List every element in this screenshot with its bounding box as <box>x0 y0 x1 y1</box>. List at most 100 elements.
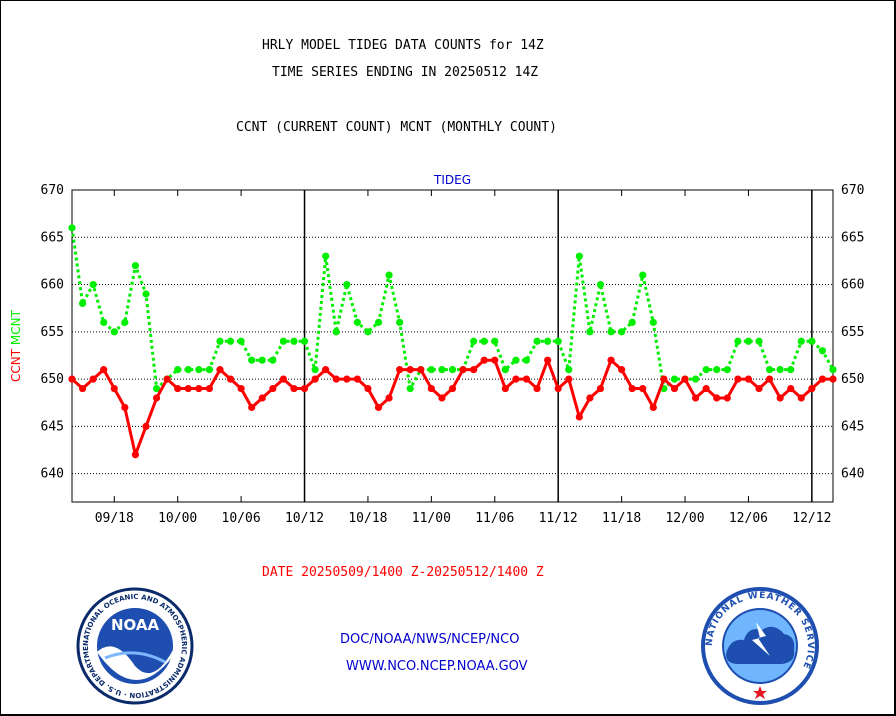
point-mcnt <box>406 384 414 393</box>
y-axis-label-ccnt: CCNT <box>9 348 23 382</box>
point-ccnt <box>565 375 573 383</box>
point-mcnt <box>364 328 372 336</box>
point-mcnt <box>121 318 129 326</box>
point-mcnt <box>776 366 784 374</box>
point-ccnt <box>438 394 446 402</box>
point-ccnt <box>322 366 330 374</box>
point-ccnt <box>258 394 266 402</box>
y-tick-label-left-670: 670 <box>41 183 64 198</box>
point-ccnt <box>248 403 256 412</box>
point-mcnt <box>491 337 499 345</box>
point-mcnt <box>226 337 235 345</box>
point-ccnt <box>163 375 171 383</box>
point-ccnt <box>459 366 467 374</box>
point-mcnt <box>649 318 657 326</box>
point-ccnt <box>554 384 562 393</box>
point-mcnt <box>68 224 76 232</box>
x-tick-label-10-00: 10/00 <box>158 511 197 526</box>
point-mcnt <box>554 337 562 345</box>
point-mcnt <box>131 262 140 270</box>
point-mcnt <box>596 280 605 289</box>
point-mcnt <box>374 318 383 326</box>
point-ccnt <box>787 384 795 393</box>
point-ccnt <box>406 366 414 374</box>
point-ccnt <box>491 356 499 364</box>
point-ccnt <box>78 384 87 393</box>
point-ccnt <box>808 384 816 393</box>
point-mcnt <box>470 337 478 345</box>
point-mcnt <box>618 328 626 336</box>
point-ccnt <box>448 384 457 393</box>
point-mcnt <box>723 366 731 374</box>
chart-title-line-1: HRLY MODEL TIDEG DATA COUNTS for 14Z <box>262 38 544 53</box>
point-mcnt <box>237 337 245 345</box>
y-tick-label-left-665: 665 <box>41 230 64 245</box>
point-ccnt <box>586 394 594 402</box>
x-tick-label-10-06: 10/06 <box>222 511 261 526</box>
point-ccnt <box>184 384 192 393</box>
point-ccnt <box>290 384 298 393</box>
y-tick-label-left-660: 660 <box>41 278 64 293</box>
point-mcnt <box>290 337 298 345</box>
point-ccnt <box>670 384 679 393</box>
point-mcnt <box>248 356 256 364</box>
website-link[interactable]: WWW.NCO.NCEP.NOAA.GOV <box>346 659 528 674</box>
point-ccnt <box>522 375 531 383</box>
point-ccnt <box>427 384 435 393</box>
point-ccnt <box>226 375 235 383</box>
series-line-mcnt <box>70 227 835 390</box>
point-mcnt <box>89 280 97 289</box>
point-mcnt <box>544 337 552 345</box>
point-mcnt <box>269 356 277 364</box>
point-ccnt <box>723 394 731 402</box>
point-ccnt <box>269 384 277 393</box>
point-mcnt <box>152 384 161 393</box>
y-tick-label-right-640: 640 <box>841 467 864 482</box>
point-mcnt <box>322 252 330 260</box>
y-tick-label-right-670: 670 <box>841 183 864 198</box>
point-mcnt <box>713 366 721 374</box>
x-tick-label-12-00: 12/00 <box>665 511 704 526</box>
point-mcnt <box>142 290 150 298</box>
y-tick-label-right-660: 660 <box>841 278 864 293</box>
point-mcnt <box>512 356 520 364</box>
point-mcnt <box>808 337 816 345</box>
point-ccnt <box>470 366 478 374</box>
point-ccnt <box>110 384 118 393</box>
point-mcnt <box>501 366 509 374</box>
point-mcnt <box>586 328 594 336</box>
point-mcnt <box>480 337 488 345</box>
chart-title-line-2: TIME SERIES ENDING IN 20250512 14Z <box>272 65 539 80</box>
point-ccnt <box>89 375 97 383</box>
x-tick-label-10-18: 10/18 <box>348 511 387 526</box>
plot-frame <box>71 189 834 503</box>
point-mcnt <box>205 366 214 374</box>
noaa-logo-text: NOAA <box>111 616 160 634</box>
org-path-link[interactable]: DOC/NOAA/NWS/NCEP/NCO <box>340 632 520 647</box>
point-ccnt <box>596 384 605 393</box>
point-mcnt <box>533 337 541 345</box>
noaa-logo: NATIONAL OCEANIC AND ATMOSPHERIC ADMINIS… <box>75 586 194 705</box>
x-tick-label-11-00: 11/00 <box>412 511 451 526</box>
point-ccnt <box>512 375 520 383</box>
point-mcnt <box>258 356 266 364</box>
point-ccnt <box>734 375 742 383</box>
point-ccnt <box>353 375 361 383</box>
point-ccnt <box>618 366 626 374</box>
point-mcnt <box>332 328 340 336</box>
point-ccnt <box>691 394 700 402</box>
point-mcnt <box>734 337 742 345</box>
y-tick-label-right-665: 665 <box>841 230 864 245</box>
point-ccnt <box>332 375 340 383</box>
x-tick-label-11-18: 11/18 <box>602 511 641 526</box>
point-ccnt <box>501 384 509 393</box>
point-ccnt <box>195 384 203 393</box>
point-mcnt <box>353 318 361 326</box>
point-ccnt <box>818 375 827 383</box>
point-ccnt <box>702 384 710 393</box>
point-ccnt <box>776 394 784 402</box>
point-ccnt <box>533 384 541 393</box>
point-ccnt <box>216 366 224 374</box>
y-tick-label-right-650: 650 <box>841 372 864 387</box>
